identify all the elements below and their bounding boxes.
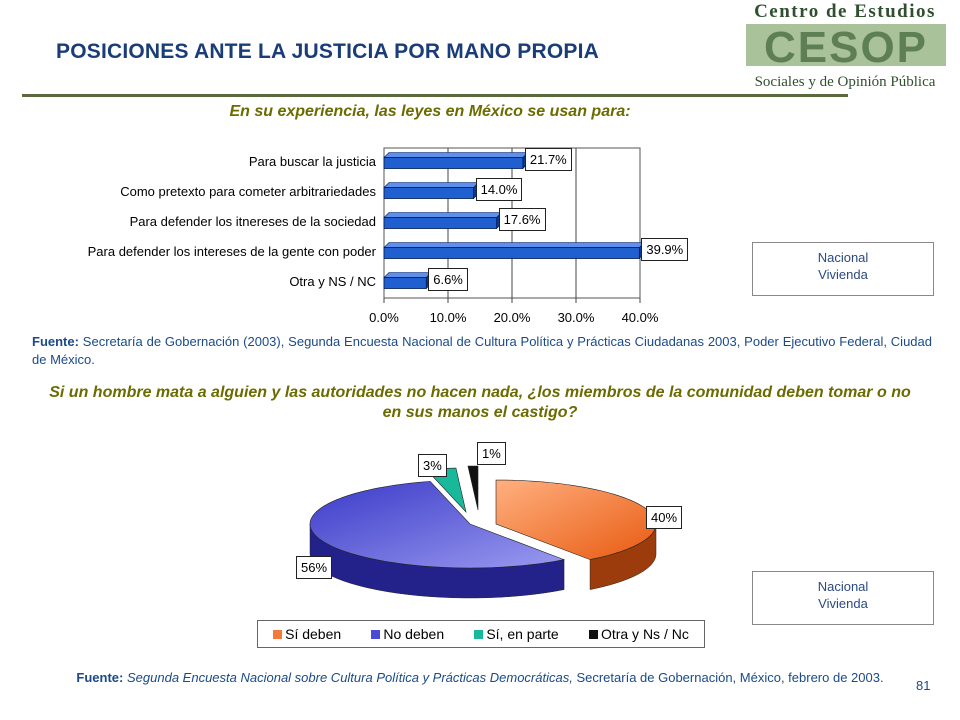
category-label: Para defender los intereses de la gente … xyxy=(87,244,376,259)
legend-label: Sí, en parte xyxy=(486,626,559,642)
bar xyxy=(383,157,524,169)
legend-item-parte: Sí, en parte xyxy=(474,626,559,642)
bar-value-label: 21.7% xyxy=(524,148,572,171)
pie-legend: Sí deben No deben Sí, en parte Otra y Ns… xyxy=(257,620,705,648)
page-title: POSICIONES ANTE LA JUSTICIA POR MANO PRO… xyxy=(56,40,599,63)
source-label: Fuente: xyxy=(32,334,79,349)
legend-swatch xyxy=(371,629,381,639)
note-line-1: Nacional xyxy=(817,579,869,594)
source-label: Fuente: xyxy=(76,670,124,685)
question-1: En su experiencia, las leyes en México s… xyxy=(229,103,631,120)
legend-swatch xyxy=(588,629,598,639)
sample-note-box: Nacional Vivienda xyxy=(752,242,934,296)
x-tick-label: 20.0% xyxy=(493,310,531,325)
category-label: Para buscar la justicia xyxy=(248,154,376,169)
category-label: Otra y NS / NC xyxy=(289,274,376,289)
x-tick-label: 0.0% xyxy=(369,310,399,325)
note-line-1: Nacional xyxy=(817,250,869,265)
pie-value-label: 56% xyxy=(296,556,333,579)
x-tick-label: 10.0% xyxy=(429,310,467,325)
legend-swatch xyxy=(474,629,484,639)
question-2: Si un hombre mata a alguien y las autori… xyxy=(49,384,911,421)
legend-item-no: No deben xyxy=(371,626,444,642)
legend-item-si: Sí deben xyxy=(273,626,341,642)
note-line-2: Vivienda xyxy=(818,267,868,282)
x-tick-label: 30.0% xyxy=(557,310,595,325)
svg-text:Sociales y de Opinión Pública: Sociales y de Opinión Pública xyxy=(755,74,936,90)
bar xyxy=(383,187,474,199)
source-survey-name: Segunda Encuesta Nacional sobre Cultura … xyxy=(127,670,573,685)
legend-swatch xyxy=(273,629,283,639)
pie-value-label: 40% xyxy=(646,506,683,529)
cesop-logo: Centro de Estudios CESOP Sociales y de O… xyxy=(746,1,946,90)
source-text: Secretaría de Gobernación, México, febre… xyxy=(576,670,884,685)
bar xyxy=(383,217,498,229)
legend-label: Sí deben xyxy=(285,626,342,642)
x-tick-label: 40.0% xyxy=(621,310,659,325)
bar-value-label: 14.0% xyxy=(475,178,523,201)
bar-chart-bars xyxy=(383,151,646,290)
category-label: Como pretexto para cometer arbitrariedad… xyxy=(120,184,376,199)
svg-text:CESOP: CESOP xyxy=(764,23,928,72)
sample-note-box: Nacional Vivienda xyxy=(752,571,934,625)
source-text: Secretaría de Gobernación (2003), Segund… xyxy=(32,334,932,367)
legend-label: Otra y Ns / Nc xyxy=(600,626,689,642)
bar xyxy=(383,277,427,289)
pie-slice-otra xyxy=(467,465,479,511)
source-note-2: Fuente: Segunda Encuesta Nacional sobre … xyxy=(60,669,900,687)
legend-item-otra: Otra y Ns / Nc xyxy=(588,626,689,642)
pie-value-label: 1% xyxy=(477,442,506,465)
legend-label: No deben xyxy=(383,626,445,642)
bar-value-label: 39.9% xyxy=(641,238,689,261)
title-divider xyxy=(22,94,848,97)
note-line-2: Vivienda xyxy=(818,596,868,611)
bar-value-label: 17.6% xyxy=(498,208,546,231)
category-label: Para defender los itnereses de la socied… xyxy=(129,214,376,229)
svg-text:Centro de Estudios: Centro de Estudios xyxy=(754,1,936,22)
page-number: 81 xyxy=(916,678,931,693)
pie-value-label: 3% xyxy=(418,454,447,477)
pie-slice-no xyxy=(309,481,566,569)
bar-value-label: 6.6% xyxy=(428,268,468,291)
bar xyxy=(383,247,640,259)
source-note-1: Fuente: Secretaría de Gobernación (2003)… xyxy=(32,333,932,369)
